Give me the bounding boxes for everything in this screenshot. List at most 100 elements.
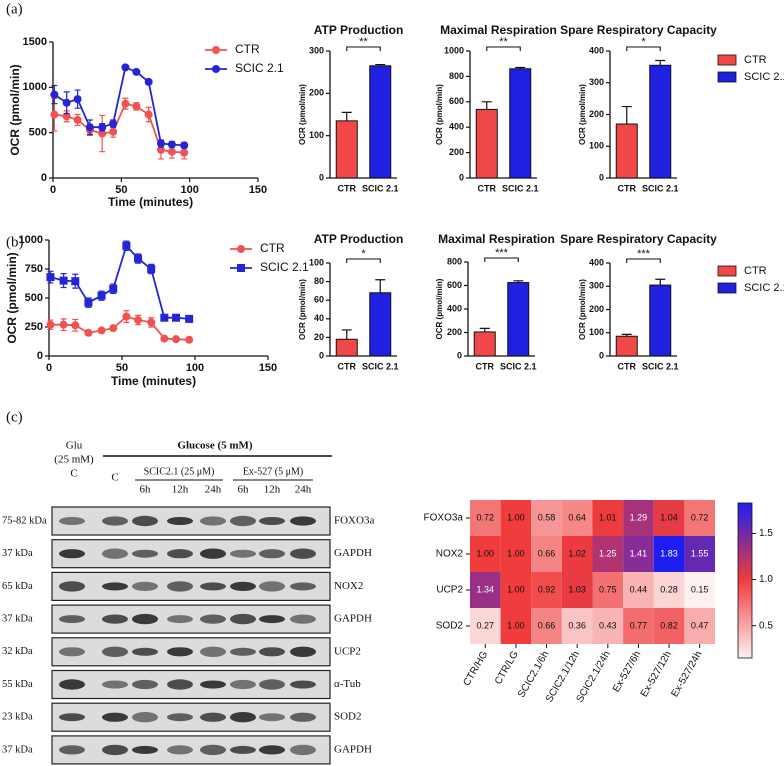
x-tick-label: CTR bbox=[478, 183, 497, 193]
x-tick-label: CTR bbox=[476, 361, 495, 371]
legend-swatch bbox=[717, 265, 737, 277]
colorbar-tick-label: 0.5 bbox=[759, 620, 773, 631]
x-tick-label: 150 bbox=[249, 184, 267, 196]
y-tick-label: 100 bbox=[309, 130, 324, 140]
point bbox=[121, 63, 130, 72]
band bbox=[102, 712, 128, 722]
y-tick-label: 400 bbox=[447, 303, 462, 313]
blot-label: 12h bbox=[264, 484, 281, 496]
cell-label: 0.44 bbox=[630, 584, 648, 594]
y-tick-label: 0 bbox=[599, 350, 604, 360]
heatmap-cell bbox=[592, 608, 624, 644]
y-tick-label: 0 bbox=[599, 172, 604, 182]
blot-label: NOX2 bbox=[334, 580, 363, 592]
band bbox=[102, 744, 128, 756]
error-bar bbox=[341, 329, 352, 340]
y-axis-label: OCR (pmol/min) bbox=[578, 279, 587, 340]
point bbox=[50, 90, 59, 99]
y-tick-label: 100 bbox=[309, 257, 324, 267]
y-tick-label: 800 bbox=[449, 71, 464, 81]
heatmap-cell bbox=[470, 572, 501, 608]
chart-title: Maximal Respiration bbox=[438, 232, 555, 246]
y-tick-label: 200 bbox=[589, 304, 604, 314]
significance-label: *** bbox=[637, 248, 651, 260]
band bbox=[200, 646, 226, 657]
cell-label: 1.25 bbox=[599, 548, 617, 558]
error-bar bbox=[655, 278, 666, 286]
cell-label: 0.43 bbox=[599, 620, 617, 630]
point bbox=[144, 77, 153, 86]
row-label: SOD2 bbox=[436, 621, 464, 632]
bar bbox=[615, 123, 638, 179]
heatmap-cell bbox=[500, 536, 532, 572]
error-bar bbox=[655, 59, 666, 66]
y-tick-label: 100 bbox=[589, 327, 604, 337]
band bbox=[59, 713, 85, 722]
panel-label: (c) bbox=[6, 409, 23, 425]
heatmap-cell bbox=[684, 500, 715, 536]
band bbox=[200, 516, 226, 526]
chart-title: Spare Respiratory Capacity bbox=[560, 23, 717, 37]
heatmap-cell bbox=[561, 536, 593, 572]
band bbox=[259, 647, 285, 657]
band bbox=[290, 680, 316, 689]
point bbox=[147, 265, 156, 273]
heatmap-cell bbox=[653, 608, 685, 644]
x-tick-label: 50 bbox=[116, 362, 128, 374]
heatmap-cell bbox=[623, 572, 654, 608]
cell-label: 1.03 bbox=[568, 584, 586, 594]
band bbox=[259, 549, 285, 559]
y-axis-label: OCR (pmol/min) bbox=[578, 84, 587, 145]
point bbox=[62, 98, 71, 107]
cell-label: 0.66 bbox=[538, 548, 556, 558]
point bbox=[98, 123, 107, 132]
cell-label: 1.00 bbox=[507, 548, 525, 558]
blot-label: GAPDH bbox=[334, 613, 372, 625]
chart-title: Maximal Respiration bbox=[440, 23, 557, 37]
point bbox=[109, 284, 118, 293]
band bbox=[230, 581, 256, 592]
bar bbox=[615, 335, 638, 357]
row-label: FOXO3a bbox=[424, 513, 464, 524]
point bbox=[147, 318, 156, 327]
y-tick-label: 300 bbox=[309, 45, 324, 55]
heatmap-cell bbox=[653, 536, 685, 572]
band bbox=[200, 614, 226, 624]
significance-label: *** bbox=[495, 247, 509, 259]
blot-label: C bbox=[70, 468, 77, 480]
band bbox=[167, 679, 193, 690]
blot-label: 37 kDa bbox=[2, 548, 33, 559]
band bbox=[132, 515, 158, 527]
series-line bbox=[54, 102, 185, 154]
colorbar-tick-label: 1.5 bbox=[759, 528, 773, 539]
x-tick-label: CTR bbox=[618, 183, 637, 193]
blot-label: UCP2 bbox=[334, 645, 361, 657]
x-tick-label: 150 bbox=[259, 362, 277, 374]
x-tick-label: 0 bbox=[50, 184, 56, 196]
colorbar bbox=[737, 502, 753, 659]
point bbox=[132, 67, 141, 76]
blot-label: 24h bbox=[205, 484, 222, 496]
band bbox=[230, 613, 256, 625]
heatmap-cell bbox=[500, 500, 532, 536]
point bbox=[144, 110, 153, 119]
y-tick-label: 500 bbox=[25, 292, 43, 304]
chart-title: Spare Respiratory Capacity bbox=[560, 232, 717, 246]
y-tick-label: 1000 bbox=[19, 234, 43, 246]
column-label: CTR/LG bbox=[493, 649, 521, 686]
point bbox=[71, 277, 80, 286]
blot-label: SOD2 bbox=[334, 711, 362, 723]
bar bbox=[369, 65, 392, 179]
legend-marker bbox=[237, 264, 245, 272]
panel-label: (b) bbox=[6, 234, 24, 250]
band bbox=[230, 515, 256, 527]
heatmap-cell bbox=[684, 572, 715, 608]
heatmap-cell bbox=[684, 608, 715, 644]
band bbox=[167, 713, 193, 722]
band bbox=[167, 615, 193, 624]
y-tick-label: 80 bbox=[314, 276, 324, 286]
point bbox=[46, 320, 55, 329]
y-tick-label: 0 bbox=[457, 350, 462, 360]
series-line bbox=[50, 315, 190, 341]
band bbox=[259, 679, 285, 690]
